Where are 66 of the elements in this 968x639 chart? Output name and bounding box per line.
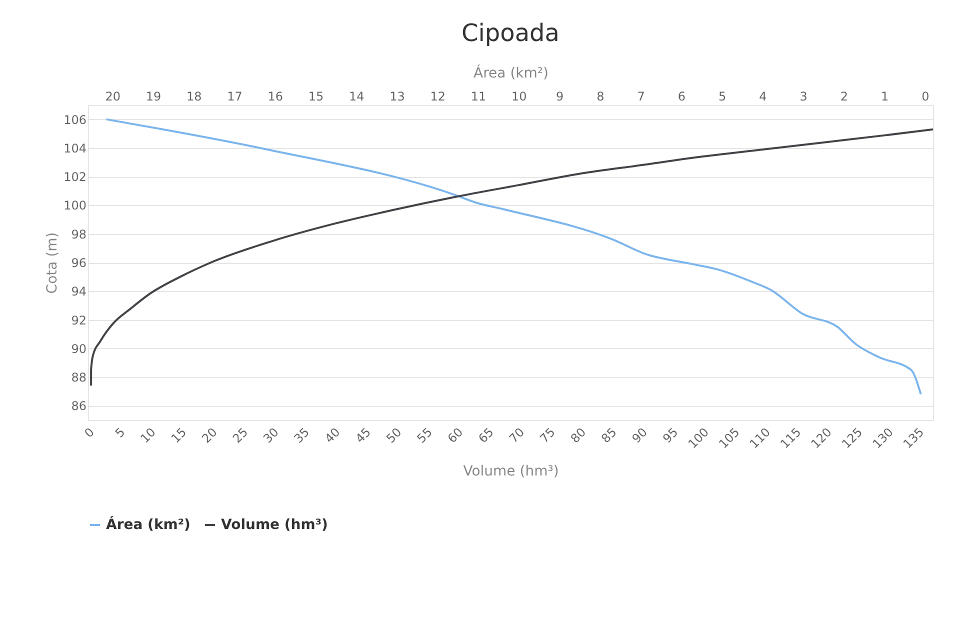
x-tick-label: 35 bbox=[291, 425, 312, 446]
y-axis-title: Cota (m) bbox=[44, 232, 61, 294]
x2-tick-label: 9 bbox=[556, 90, 564, 104]
x-tick-label: 50 bbox=[384, 425, 404, 446]
x2-tick-label: 19 bbox=[146, 90, 162, 104]
x-tick-label: 65 bbox=[476, 425, 496, 446]
x2-tick-label: 4 bbox=[759, 90, 767, 104]
x2-tick-label: 7 bbox=[637, 90, 645, 104]
x-tick-label: 115 bbox=[778, 425, 804, 452]
x-tick-label: 45 bbox=[352, 425, 374, 446]
x-tick-label: 25 bbox=[230, 425, 251, 446]
x-tick-label: 0 bbox=[82, 425, 97, 440]
x2-tick-label: 5 bbox=[718, 90, 726, 104]
y-tick-label: 100 bbox=[64, 198, 86, 213]
y-tick-label: 90 bbox=[71, 342, 86, 356]
x-tick-label: 40 bbox=[322, 425, 343, 446]
x2-tick-label: 12 bbox=[430, 90, 446, 104]
x2-tick-label: 15 bbox=[308, 90, 324, 104]
x-tick-label: 105 bbox=[716, 425, 742, 452]
x-tick-label: 90 bbox=[629, 425, 650, 446]
x-tick-label: 125 bbox=[839, 425, 866, 452]
x-tick-label: 60 bbox=[445, 425, 466, 446]
x2-tick-label: 17 bbox=[227, 90, 242, 104]
x2-tick-label: 3 bbox=[800, 90, 808, 104]
x-tick-label: 15 bbox=[168, 425, 190, 446]
x-tick-label: 20 bbox=[199, 425, 220, 446]
x-tick-label: 135 bbox=[900, 425, 927, 452]
x-tick-label: 70 bbox=[506, 425, 528, 446]
x2-tick-label: 8 bbox=[596, 90, 604, 104]
x-tick-label: 120 bbox=[808, 425, 834, 452]
chart-title: Cipoada bbox=[462, 19, 560, 47]
legend-label: Área (km²) bbox=[106, 516, 190, 533]
x2-tick-label: 1 bbox=[880, 90, 889, 104]
x2-tick-label: 18 bbox=[186, 90, 202, 104]
x2-tick-label: 14 bbox=[348, 90, 364, 104]
x-tick-label: 100 bbox=[685, 425, 712, 452]
x2-tick-label: 6 bbox=[678, 90, 686, 104]
y-tick-label: 86 bbox=[71, 399, 86, 414]
x2-tick-label: 16 bbox=[268, 90, 284, 104]
x-tick-label: 95 bbox=[660, 425, 681, 446]
x-tick-label: 75 bbox=[537, 425, 558, 446]
x-tick-label: 10 bbox=[138, 425, 158, 446]
x2-axis-title: Área (km²) bbox=[474, 64, 548, 82]
x-tick-label: 30 bbox=[260, 425, 282, 446]
y-tick-label: 94 bbox=[71, 284, 86, 299]
y-tick-label: 96 bbox=[71, 256, 86, 270]
x-tick-label: 130 bbox=[870, 425, 896, 452]
y-tick-label: 92 bbox=[71, 313, 86, 328]
y-tick-label: 98 bbox=[71, 227, 86, 242]
y-tick-label: 104 bbox=[64, 141, 86, 156]
y-tick-label: 88 bbox=[71, 370, 86, 385]
x-tick-label: 5 bbox=[112, 425, 128, 440]
x2-tick-label: 0 bbox=[922, 90, 930, 104]
y-tick-label: 106 bbox=[64, 112, 86, 127]
y-tick-label: 102 bbox=[64, 170, 86, 184]
x-tick-label: 110 bbox=[746, 425, 773, 452]
x-tick-label: 85 bbox=[598, 425, 620, 446]
x-axis-title: Volume (hm³) bbox=[463, 463, 559, 480]
x2-tick-label: 10 bbox=[511, 90, 527, 104]
x2-tick-label: 2 bbox=[840, 90, 848, 104]
x-tick-label: 80 bbox=[568, 425, 589, 446]
x2-tick-label: 20 bbox=[105, 90, 121, 104]
legend-label: Volume (hm³) bbox=[221, 517, 328, 533]
x2-tick-label: 13 bbox=[390, 90, 405, 104]
x-tick-label: 55 bbox=[414, 425, 435, 446]
x2-tick-label: 11 bbox=[470, 90, 486, 104]
